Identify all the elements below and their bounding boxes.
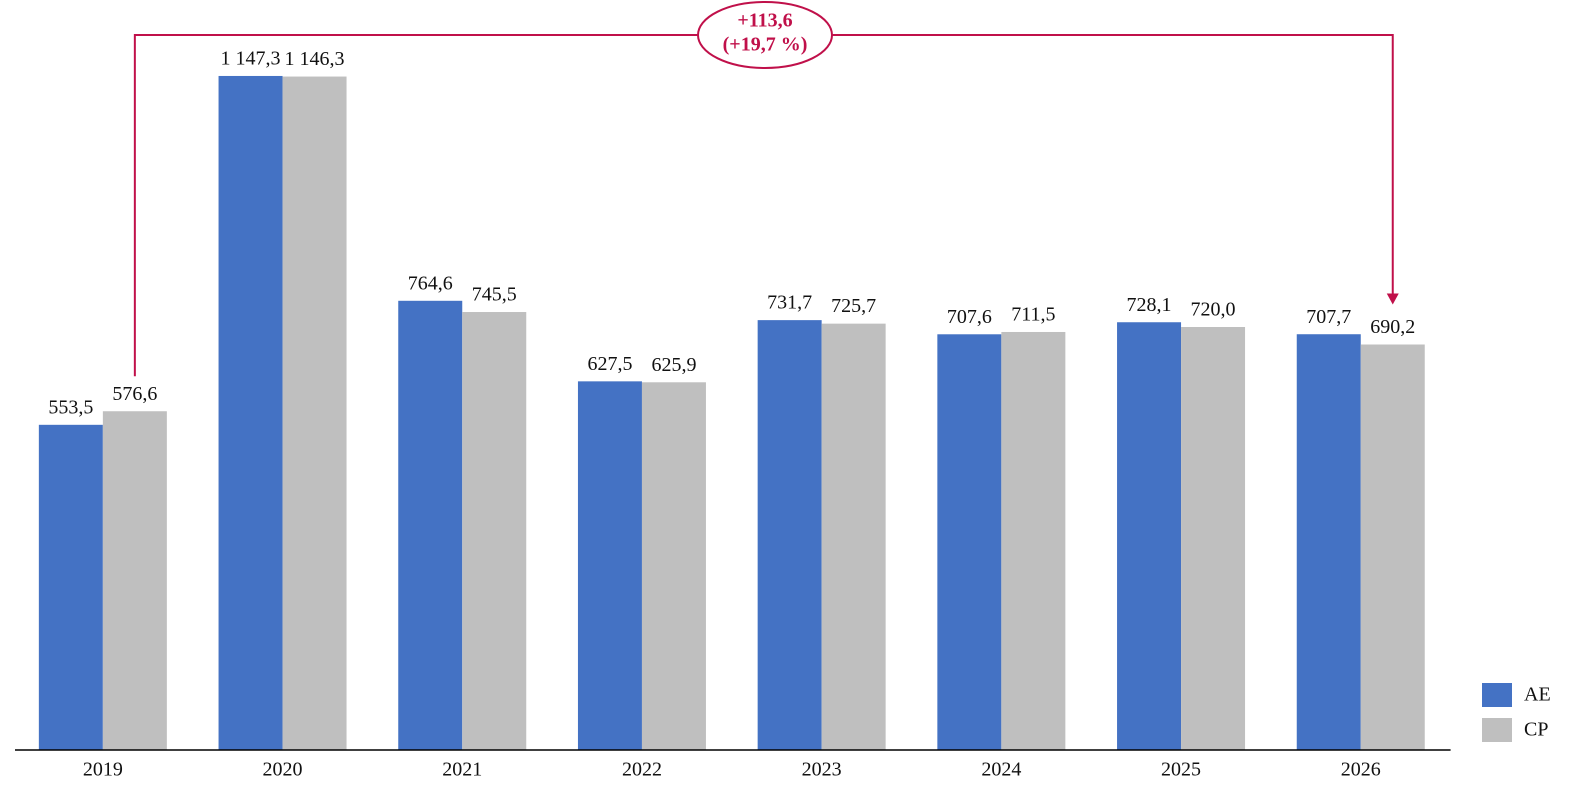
x-tick-label: 2024: [981, 759, 1021, 781]
bar: [218, 75, 283, 751]
bar: [577, 381, 642, 750]
bar: [937, 334, 1002, 750]
legend-swatch: [1482, 718, 1512, 742]
value-label: 1 147,3: [221, 48, 281, 70]
legend-label: CP: [1524, 719, 1548, 741]
value-label: 707,7: [1306, 306, 1351, 328]
value-label: 576,6: [112, 383, 157, 405]
x-tick-label: 2022: [622, 759, 662, 781]
value-label: 731,7: [767, 292, 812, 314]
bar: [1296, 334, 1361, 750]
annotation-arrowhead: [1386, 293, 1399, 305]
bar: [1360, 344, 1425, 750]
annotation-text: +113,6: [737, 10, 792, 32]
bar: [102, 411, 167, 750]
value-label: 627,5: [587, 353, 632, 375]
value-label: 745,5: [472, 284, 517, 306]
legend-swatch: [1482, 683, 1512, 707]
value-label: 707,6: [947, 306, 992, 328]
bar: [1117, 322, 1182, 750]
x-tick-label: 2025: [1161, 759, 1201, 781]
bar: [282, 76, 347, 750]
x-tick-label: 2023: [802, 759, 842, 781]
bar: [757, 320, 822, 750]
bar: [641, 382, 706, 750]
annotation-bubble: [697, 1, 833, 69]
value-label: 553,5: [48, 396, 93, 418]
x-tick-label: 2019: [83, 759, 123, 781]
bar: [398, 300, 463, 750]
bar: [1181, 327, 1246, 750]
x-tick-label: 2020: [263, 759, 303, 781]
value-label: 720,0: [1191, 299, 1236, 321]
bar: [462, 312, 527, 750]
value-label: 625,9: [651, 354, 696, 376]
value-label: 1 146,3: [285, 48, 345, 70]
value-label: 725,7: [831, 295, 876, 317]
x-tick-label: 2026: [1341, 759, 1381, 781]
value-label: 711,5: [1011, 304, 1055, 326]
value-label: 690,2: [1370, 316, 1415, 338]
annotation-text: (+19,7 %): [723, 34, 808, 56]
x-tick-label: 2021: [442, 759, 482, 781]
value-label: 728,1: [1127, 294, 1172, 316]
bar: [1001, 331, 1066, 750]
legend-label: AE: [1524, 684, 1551, 706]
bar: [38, 424, 103, 750]
value-label: 764,6: [408, 272, 453, 294]
bar: [821, 323, 886, 750]
